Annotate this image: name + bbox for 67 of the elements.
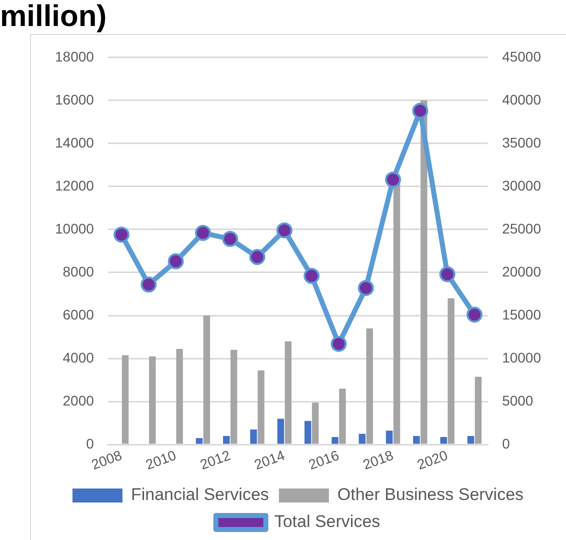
point [358,280,374,296]
bar [304,420,312,444]
y-tick-label: 8000 [62,263,94,280]
bar [258,370,264,444]
point [439,266,456,282]
y2-tick-label: 15000 [502,306,542,322]
x-tick-label: 2012 [198,446,233,473]
y-tick-label: 10000 [54,220,94,236]
y2-tick-label: 45000 [502,48,542,64]
bar [284,341,292,444]
bar [474,376,482,444]
bar [339,388,346,444]
y2-tick-label: 35000 [502,134,542,150]
point [276,222,292,238]
legend-label: Other Business Services [337,485,524,504]
y2-tick-label: 0 [502,435,510,452]
x-tick-label: 2020 [414,446,450,473]
point [222,230,238,247]
bar [358,434,366,444]
y2-tick-label: 40000 [502,91,542,108]
bar [467,436,474,444]
bar [250,430,257,444]
bar [196,438,203,444]
bar [448,298,454,444]
bar [312,402,319,444]
bar [149,356,156,444]
point [385,172,402,188]
y-tick-label: 4000 [62,349,94,366]
bar [332,437,338,444]
x-tick-label: 2014 [252,446,287,473]
point [249,249,266,266]
bar [277,418,284,444]
y-tick-label: 14000 [54,134,94,150]
y-tick-label: 0 [86,435,94,452]
y2-tick-label: 5000 [502,392,534,408]
y-tick-label: 12000 [54,177,94,194]
x-tick-label: 2018 [360,446,396,473]
y2-tick-label: 25000 [502,220,542,236]
y2-tick-label: 10000 [502,349,542,366]
bar [440,437,447,444]
point [330,336,347,352]
bar [230,350,238,444]
point [168,253,184,270]
bar [203,316,210,444]
point [194,224,211,241]
x-tick-label: 2010 [143,446,178,473]
point [114,226,130,243]
bar [122,355,129,444]
x-tick-label: 2016 [306,446,342,473]
bar [176,348,183,444]
y-tick-label: 2000 [62,392,94,408]
bar [386,430,393,444]
y-tick-label: 18000 [54,48,94,64]
point [304,268,320,284]
bar [413,436,420,444]
y-tick-label: 6000 [62,306,94,322]
chart-title: million) [0,0,107,34]
y2-tick-label: 30000 [502,177,542,194]
legend-label: Financial Services [130,485,269,504]
legend-label: Total Services [274,512,380,532]
y-tick-label: 16000 [54,91,94,108]
y2-tick-label: 20000 [502,263,542,280]
bar [366,328,373,444]
point [412,102,428,119]
point [140,276,157,293]
bar [223,436,230,444]
point [466,306,482,323]
